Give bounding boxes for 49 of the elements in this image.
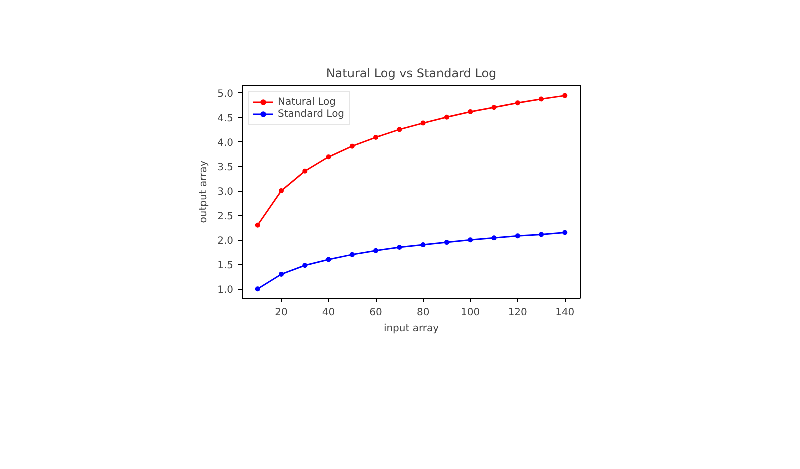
y-tick-label: 4.5 (218, 113, 234, 124)
x-tick-label: 120 (508, 308, 528, 318)
point (350, 144, 355, 149)
point (302, 263, 308, 268)
point (515, 234, 520, 239)
legend-label: Standard Log (278, 108, 345, 120)
y-axis-title: output array (198, 160, 210, 224)
y-tick-label: 3.0 (218, 187, 234, 198)
point (562, 230, 568, 236)
x-tick-label: 40 (322, 308, 336, 318)
y-tick-label: 3.5 (218, 162, 234, 174)
point (515, 100, 520, 106)
point (444, 240, 450, 246)
x-tick-label: 80 (416, 308, 430, 318)
x-axis-title: input array (384, 324, 440, 334)
x-tick-label: 140 (556, 308, 575, 318)
point (539, 232, 544, 238)
x-tick-label: 100 (461, 308, 480, 318)
y-tick-label: 5.0 (218, 88, 234, 100)
point (279, 188, 284, 194)
y-tick-label: 1.5 (218, 260, 234, 272)
chart-title: Natural Log vs Standard Log (326, 66, 497, 80)
point (492, 105, 497, 110)
point (539, 96, 544, 102)
point (468, 238, 474, 243)
y-tick-label: 2.0 (218, 236, 234, 248)
point (350, 252, 355, 258)
point (420, 120, 426, 126)
x-tick-label: 60 (370, 308, 382, 318)
y-tick-label: 4.0 (218, 138, 234, 149)
point (374, 135, 379, 140)
point (397, 244, 402, 250)
point (326, 154, 332, 160)
point (374, 248, 379, 254)
point (562, 93, 568, 98)
point (397, 127, 402, 132)
point (326, 257, 332, 262)
point (302, 168, 308, 174)
x-tick-label: 20 (275, 308, 288, 318)
y-tick-label: 2.5 (218, 212, 234, 223)
point (420, 242, 426, 248)
point (444, 114, 450, 120)
point (468, 110, 474, 114)
legend-label: Natural Log (278, 96, 336, 108)
point (279, 272, 284, 277)
point (255, 222, 260, 228)
point (255, 286, 260, 292)
point (492, 236, 497, 241)
y-tick-label: 1.0 (218, 285, 234, 296)
